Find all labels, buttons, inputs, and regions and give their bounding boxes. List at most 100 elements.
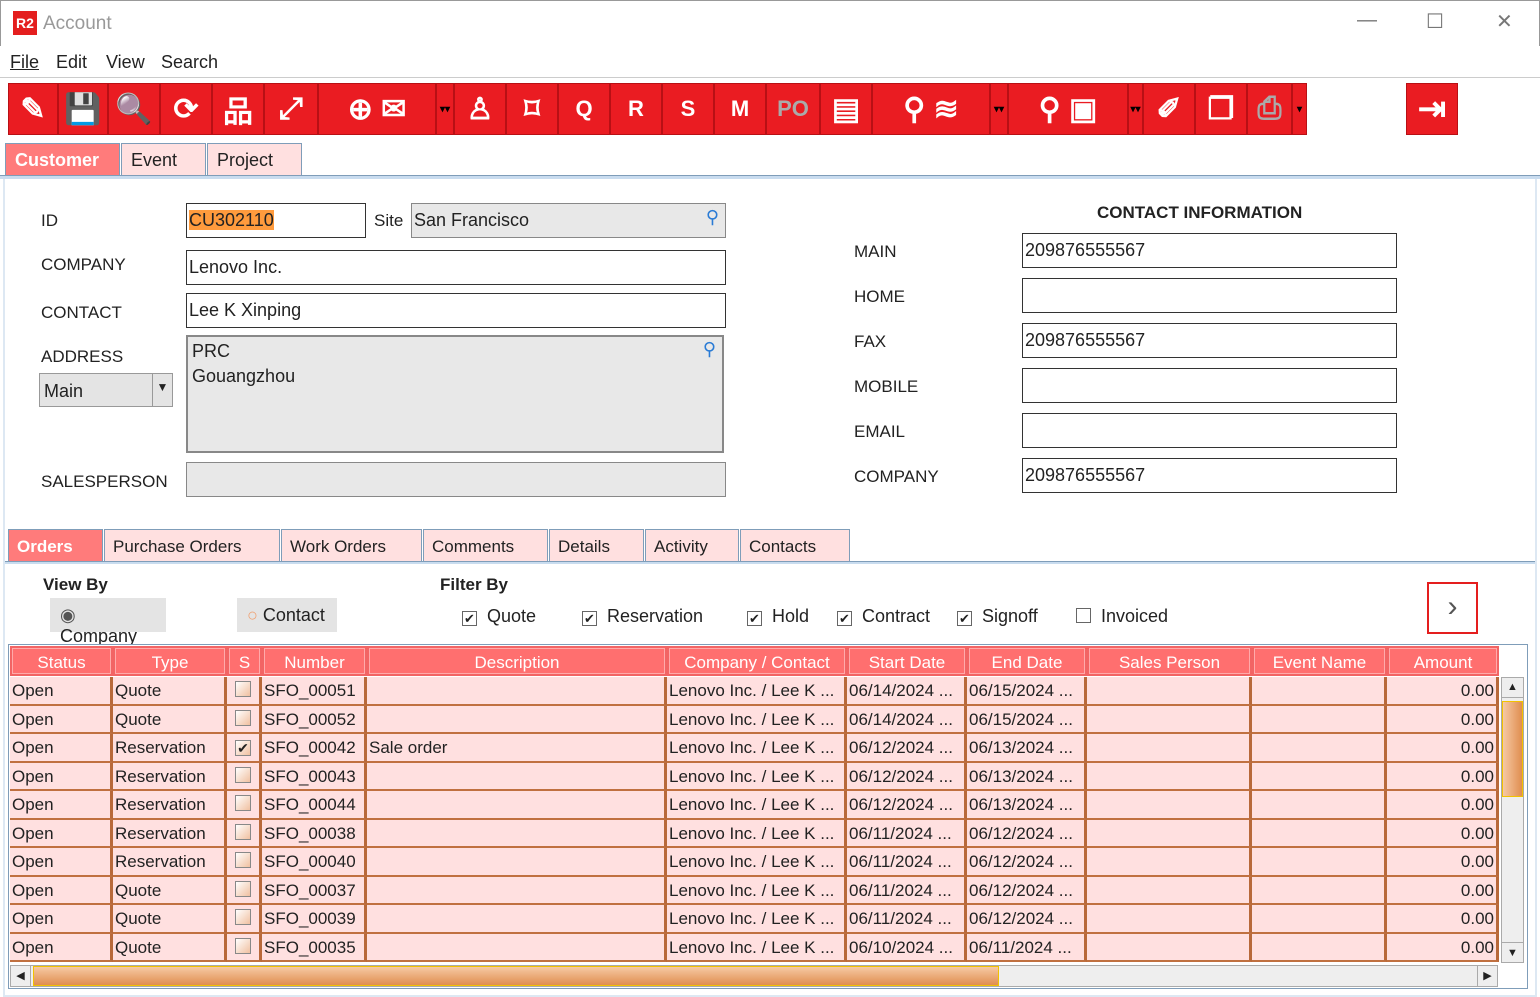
tab-comments[interactable]: Comments	[423, 529, 548, 561]
signoff-doc-button[interactable]: S	[662, 83, 714, 135]
column-header-start-date[interactable]: Start Date	[847, 646, 967, 676]
row-checkbox[interactable]	[235, 880, 251, 897]
cell-type: Reservation	[113, 791, 227, 820]
salesperson-field[interactable]	[186, 462, 726, 497]
exit-button[interactable]: ⇥	[1406, 83, 1458, 135]
horizontal-scrollbar[interactable]: ◀ ▶	[10, 965, 1498, 987]
maximize-button[interactable]: ☐	[1426, 11, 1444, 33]
tab-details[interactable]: Details	[549, 529, 644, 561]
tab-customer[interactable]: Customer	[5, 143, 120, 175]
close-button[interactable]: ✕	[1496, 11, 1513, 33]
contact-field[interactable]: Lee K Xinping	[186, 293, 726, 328]
menu-view[interactable]: View	[106, 52, 145, 72]
menu-search[interactable]: Search	[161, 52, 219, 72]
scroll-left-icon[interactable]: ◀	[11, 966, 31, 986]
column-header-company-contact[interactable]: Company / Contact	[667, 646, 847, 676]
filter-reservation-checkbox[interactable]: ✔ Reservation	[582, 606, 703, 627]
column-header-number[interactable]: Number	[262, 646, 367, 676]
vertical-scroll-thumb[interactable]	[1502, 701, 1523, 797]
user-stamp-button[interactable]: ♙	[454, 83, 506, 135]
ticket-button[interactable]: ⌑	[506, 83, 558, 135]
contact-mobile-field[interactable]	[1022, 368, 1397, 403]
column-header-type[interactable]: Type	[113, 646, 227, 676]
dropdown-button[interactable]: ▾▾	[436, 83, 454, 135]
id-field[interactable]: CU302110	[186, 203, 366, 238]
row-checkbox[interactable]	[235, 795, 251, 811]
clear-broom-button[interactable]: ✎	[8, 83, 58, 135]
menu-edit[interactable]: Edit	[56, 52, 88, 72]
tab-event[interactable]: Event	[121, 143, 206, 175]
chevron-right-icon: ›	[1447, 590, 1458, 623]
print-button[interactable]: ⎙	[1247, 83, 1292, 135]
minimize-button[interactable]: —	[1357, 9, 1377, 31]
tab-activity[interactable]: Activity	[645, 529, 739, 561]
address-search-icon[interactable]: ⚲	[702, 339, 716, 359]
column-header-end-date[interactable]: End Date	[967, 646, 1087, 676]
hierarchy-button[interactable]: 品	[212, 83, 264, 135]
search-layers-button[interactable]: ⚲ ≋	[872, 83, 990, 135]
filter-signoff-checkbox[interactable]: ✔ Signoff	[957, 606, 1038, 627]
row-checkbox[interactable]	[235, 909, 251, 925]
chevron-down-icon[interactable]: ▼	[152, 374, 172, 406]
scroll-right-icon[interactable]: ▶	[1477, 966, 1497, 986]
horizontal-scroll-thumb[interactable]	[33, 966, 999, 986]
company-field[interactable]: Lenovo Inc.	[186, 250, 726, 285]
refresh-button[interactable]: ⟳	[160, 83, 212, 135]
reservation-doc-button[interactable]: R	[610, 83, 662, 135]
menu-file[interactable]: File	[10, 52, 40, 72]
po-doc-button[interactable]: PO	[766, 83, 820, 135]
dropdown-button[interactable]: ▾▾	[990, 83, 1008, 135]
expand-button[interactable]: ⤢	[264, 83, 318, 135]
tab-work-orders[interactable]: Work Orders	[281, 529, 422, 561]
radio-company[interactable]: ◉ Company	[50, 598, 166, 646]
cell-description	[367, 762, 667, 791]
contact-fax-field[interactable]: 209876555567	[1022, 323, 1397, 358]
tab-project[interactable]: Project	[207, 143, 302, 175]
next-arrow-button[interactable]: ›	[1427, 582, 1478, 634]
cash-register-button[interactable]: ▤	[820, 83, 872, 135]
contact-email-field[interactable]	[1022, 413, 1397, 448]
row-checkbox[interactable]	[235, 937, 251, 954]
column-header-event-name[interactable]: Event Name	[1252, 646, 1387, 676]
vertical-scrollbar[interactable]: ▲ ▼	[1501, 677, 1524, 963]
add-email-button[interactable]: ⊕ ✉	[318, 83, 436, 135]
search-box-button[interactable]: ⚲ ▣	[1008, 83, 1128, 135]
scroll-down-icon[interactable]: ▼	[1502, 942, 1523, 962]
memo-doc-button[interactable]: M	[714, 83, 766, 135]
row-checkbox[interactable]	[235, 823, 251, 840]
site-search-icon[interactable]: ⚲	[705, 207, 719, 227]
dropdown-button[interactable]: ▾▾	[1128, 83, 1143, 135]
row-checkbox[interactable]	[235, 852, 251, 868]
dropdown-button[interactable]: ▾	[1292, 83, 1307, 135]
contact-home-field[interactable]	[1022, 278, 1397, 313]
radio-contact[interactable]: ○ Contact	[237, 598, 337, 632]
contact-main-field[interactable]: 209876555567	[1022, 233, 1397, 268]
row-checkbox[interactable]	[235, 709, 251, 726]
site-field[interactable]: San Francisco ⚲	[411, 203, 726, 238]
address-field[interactable]: PRC Gouangzhou ⚲	[186, 335, 724, 453]
row-checkbox[interactable]: ✔	[235, 740, 251, 756]
tab-orders[interactable]: Orders	[8, 529, 103, 561]
search-button[interactable]: 🔍	[108, 83, 160, 135]
column-header-amount[interactable]: Amount	[1387, 646, 1499, 676]
tab-contacts[interactable]: Contacts	[740, 529, 850, 561]
contact-company-field[interactable]: 209876555567	[1022, 458, 1397, 493]
column-header-s[interactable]: S	[227, 646, 262, 676]
tab-purchase-orders[interactable]: Purchase Orders	[104, 529, 280, 561]
edit-card-button[interactable]: ✐	[1143, 83, 1195, 135]
row-checkbox[interactable]	[235, 766, 251, 783]
scroll-up-icon[interactable]: ▲	[1502, 678, 1523, 698]
dropdown-icon: ▾▾	[439, 103, 451, 115]
column-header-status[interactable]: Status	[10, 646, 113, 676]
save-button[interactable]: 💾	[58, 83, 108, 135]
column-header-description[interactable]: Description	[367, 646, 667, 676]
filter-invoiced-checkbox[interactable]: Invoiced	[1076, 606, 1168, 627]
filter-contract-checkbox[interactable]: ✔ Contract	[837, 606, 930, 627]
column-header-sales-person[interactable]: Sales Person	[1087, 646, 1252, 676]
filter-quote-checkbox[interactable]: ✔ Quote	[462, 606, 536, 627]
filter-hold-checkbox[interactable]: ✔ Hold	[747, 606, 809, 627]
quote-doc-button[interactable]: Q	[558, 83, 610, 135]
copy-doc-button[interactable]: ❐	[1195, 83, 1247, 135]
address-type-select[interactable]: Main ▼	[39, 373, 173, 407]
row-checkbox[interactable]	[235, 681, 251, 697]
